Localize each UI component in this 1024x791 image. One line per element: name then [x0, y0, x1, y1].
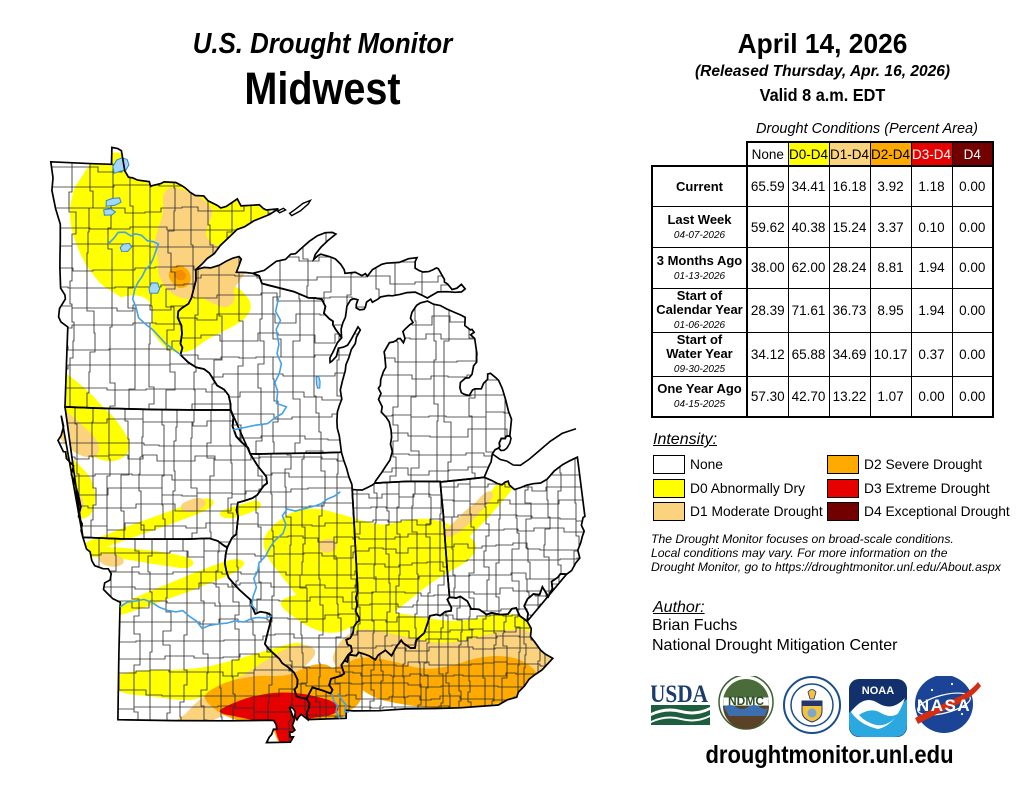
svg-text:NOAA: NOAA — [862, 685, 894, 697]
svg-text:NASA: NASA — [917, 696, 971, 715]
svg-text:NDMC: NDMC — [728, 694, 764, 708]
svg-text:USDA: USDA — [651, 681, 708, 708]
